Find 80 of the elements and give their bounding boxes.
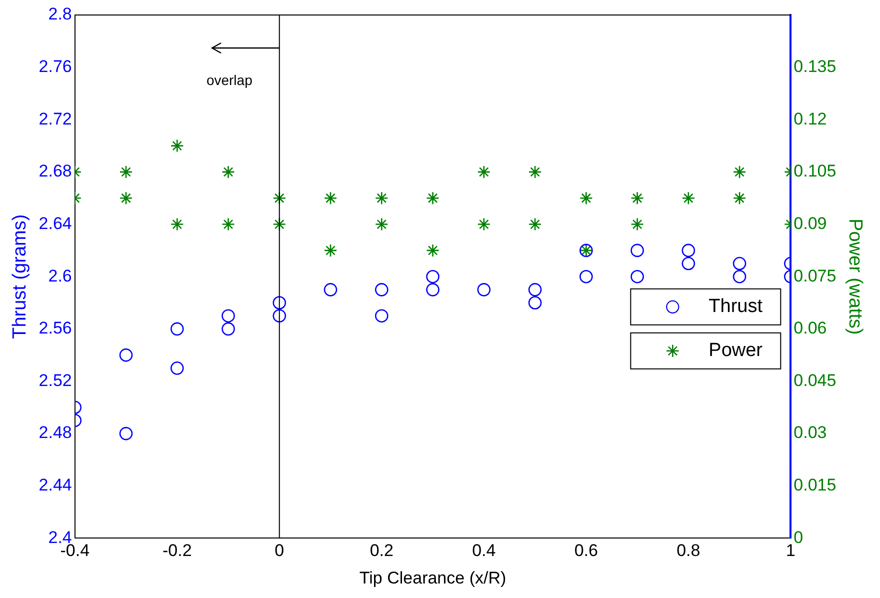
point	[324, 244, 338, 258]
y-tick-label: 2.72	[38, 109, 72, 128]
y2-tick-label: 0.015	[794, 476, 836, 495]
point	[528, 165, 542, 179]
y-tick-label: 2.8	[48, 4, 72, 24]
point	[732, 191, 746, 205]
point	[682, 244, 696, 258]
point	[732, 165, 746, 179]
x-tick-label: 0.8	[676, 541, 700, 560]
x-tick-label: -0.2	[162, 541, 192, 560]
point	[732, 256, 746, 270]
point	[119, 191, 133, 205]
y2-tick-label: 0.045	[794, 370, 836, 390]
point	[170, 139, 184, 152]
point	[426, 191, 440, 205]
y-tick-label: 2.64	[38, 214, 72, 233]
x-tick-label: 0.4	[472, 541, 496, 560]
point	[222, 218, 235, 231]
y-axis-title: Thrust (grams)	[10, 214, 31, 339]
point	[528, 296, 542, 310]
point	[170, 218, 184, 231]
point	[374, 309, 388, 322]
point	[119, 426, 133, 440]
legend-label: Power	[708, 340, 764, 362]
point	[119, 348, 133, 362]
point	[222, 309, 235, 322]
y-tick-label: 2.76	[38, 57, 72, 76]
point	[426, 270, 440, 284]
point	[222, 165, 235, 179]
y2-tick-label: 0.12	[794, 109, 827, 128]
point	[477, 283, 491, 296]
y2-tick-label: 0.03	[794, 423, 827, 442]
y2-tick-label: 0.06	[794, 318, 827, 338]
point	[272, 296, 286, 310]
point	[272, 309, 286, 322]
y-tick-label: 2.68	[38, 162, 72, 181]
legend-label: Thrust	[708, 296, 764, 318]
point	[170, 322, 184, 336]
y-tick-label: 2.44	[38, 476, 72, 495]
point	[426, 283, 440, 296]
point	[374, 218, 388, 231]
point	[119, 165, 133, 179]
point	[528, 218, 542, 231]
point	[374, 191, 388, 205]
point	[324, 191, 338, 205]
point	[477, 218, 491, 231]
point	[682, 191, 696, 205]
y2-axis-title: Power (watts)	[844, 218, 866, 335]
y2-tick-label: 0.135	[794, 57, 836, 76]
point	[374, 283, 388, 296]
x-tick-label: 0.6	[574, 541, 598, 560]
annotation: overlap	[206, 72, 253, 88]
x-axis-title: Tip Clearance (x/R)	[359, 568, 506, 588]
point	[630, 270, 644, 284]
point	[630, 218, 644, 231]
x-tick-label: 0	[274, 541, 284, 560]
point	[272, 218, 286, 231]
y-tick-label: 2.48	[38, 423, 72, 442]
point	[272, 191, 286, 205]
point	[580, 270, 593, 284]
point	[222, 322, 235, 336]
point	[630, 244, 644, 258]
point	[528, 283, 542, 296]
point	[682, 256, 696, 270]
y2-tick-label: 0.09	[794, 214, 827, 233]
x-tick-label: 0.2	[370, 541, 394, 560]
point	[732, 270, 746, 284]
point	[426, 244, 440, 258]
y-tick-label: 2.6	[48, 266, 72, 286]
y2-tick-label: 0.075	[794, 266, 836, 286]
point	[630, 191, 644, 205]
point	[170, 362, 184, 375]
point	[477, 165, 491, 179]
x-tick-label: 1	[786, 541, 796, 560]
point	[580, 191, 593, 205]
y2-tick-label: 0	[794, 528, 804, 547]
y-tick-label: 2.56	[38, 318, 72, 338]
point	[324, 283, 338, 296]
y-tick-label: 2.52	[38, 370, 72, 390]
y2-tick-label: 0.105	[794, 162, 836, 181]
